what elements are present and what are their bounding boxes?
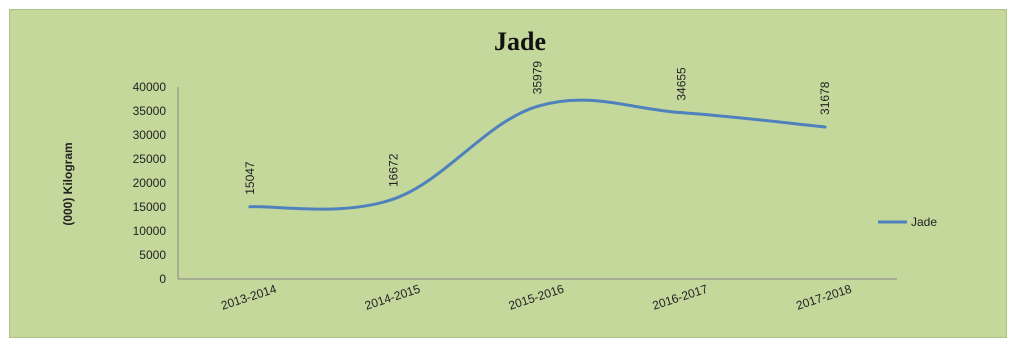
y-tick-label: 30000 [133, 128, 167, 142]
y-tick-label: 0 [159, 272, 166, 286]
chart-title: Jade [494, 27, 546, 56]
x-tick-label: 2015-2016 [507, 282, 566, 313]
y-tick-label: 35000 [133, 104, 167, 118]
data-labels: 15047 16672 35979 34655 31678 [243, 61, 832, 195]
x-tick-labels: 2013-2014 2014-2015 2015-2016 2016-2017 2017… [219, 282, 853, 313]
data-label: 34655 [674, 67, 688, 101]
data-point [679, 111, 683, 115]
data-label: 16672 [387, 153, 401, 187]
data-point [248, 205, 252, 209]
data-point [536, 104, 539, 108]
y-tick-label: 25000 [133, 152, 167, 166]
y-tick-label: 20000 [133, 176, 167, 190]
data-label: 35979 [531, 61, 545, 95]
data-point [392, 197, 396, 201]
y-axis-label: (000) Kilogram [61, 142, 75, 225]
data-label: 31678 [818, 81, 832, 115]
chart-area [9, 9, 1007, 338]
y-tick-label: 10000 [133, 224, 167, 238]
y-tick-labels: 0 5000 10000 15000 20000 25000 30000 35000 40000 [133, 80, 167, 286]
legend: Jade [878, 215, 937, 229]
x-tick-label: 2016-2017 [651, 282, 710, 313]
x-tick-label: 2017-2018 [794, 282, 853, 313]
x-tick-label: 2013-2014 [219, 282, 278, 313]
y-tick-label: 5000 [139, 248, 166, 262]
x-tick-label: 2014-2015 [363, 282, 422, 313]
data-point [823, 125, 827, 129]
data-label: 15047 [243, 161, 257, 195]
legend-label: Jade [911, 215, 937, 229]
series-line [249, 98, 826, 211]
y-tick-label: 15000 [133, 200, 167, 214]
series-group [248, 98, 827, 211]
y-tick-label: 40000 [133, 80, 167, 94]
